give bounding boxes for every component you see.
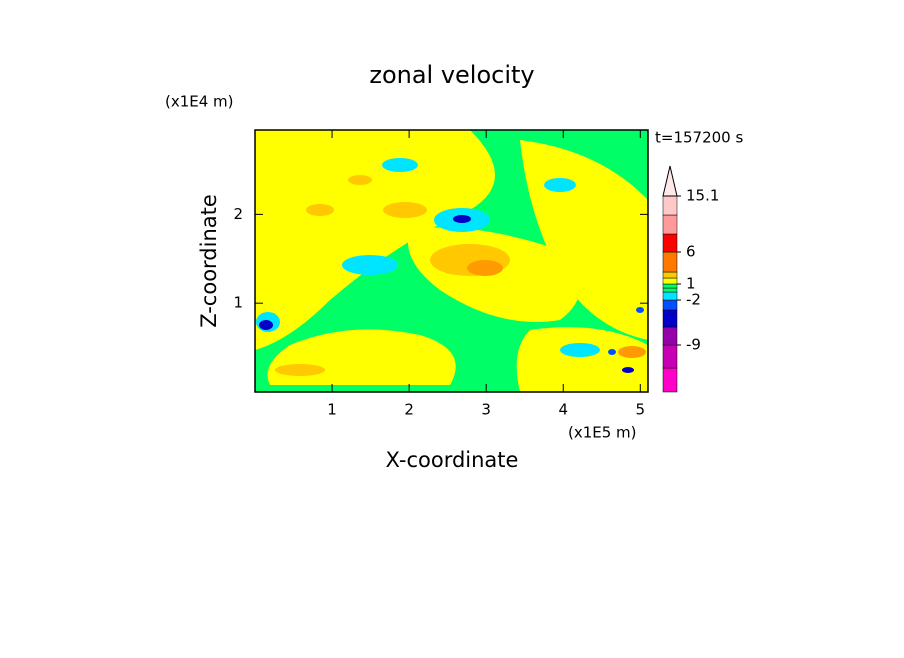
- colorbar-tick-label: 6: [686, 243, 696, 261]
- colorbar-band: [662, 251, 678, 273]
- colorbar-band: [662, 233, 678, 253]
- colorbar-band: [662, 277, 678, 285]
- colorbar-tick-label: -2: [686, 291, 701, 309]
- x-tick-label: 2: [404, 401, 414, 419]
- colorbar-band: [662, 291, 678, 301]
- colorbar-band: [662, 195, 678, 216]
- chart-title: zonal velocity: [369, 61, 534, 89]
- y-tick-label: 2: [233, 205, 243, 223]
- colorbar-band: [662, 271, 678, 279]
- y-tick-label: 1: [233, 294, 243, 312]
- colorbar-band: [662, 326, 678, 346]
- colorbar-band: [662, 367, 678, 393]
- y-axis-label: Z-coordinate: [197, 194, 221, 328]
- x-tick-label: 3: [481, 401, 491, 419]
- plot-frame: [254, 129, 649, 393]
- colorbar-band: [662, 344, 678, 369]
- colorbar-tick-label: 1: [686, 275, 696, 293]
- colorbar-band: [662, 287, 678, 293]
- contour-field: [255, 130, 648, 392]
- x-axis-label: X-coordinate: [386, 448, 519, 472]
- colorbar-band: [662, 283, 678, 289]
- x-tick-label: 4: [558, 401, 568, 419]
- y-unit: (x1E4 m): [165, 93, 234, 111]
- colorbar-tick-label: 15.1: [686, 187, 719, 205]
- colorbar-band: [662, 214, 678, 235]
- colorbar-extend: [662, 165, 678, 197]
- colorbar-tick-label: -9: [686, 336, 701, 354]
- colorbar-band: [662, 309, 678, 328]
- x-tick-label: 5: [636, 401, 646, 419]
- colorbar-band: [662, 299, 678, 311]
- x-tick-label: 1: [327, 401, 337, 419]
- x-unit: (x1E5 m): [568, 424, 637, 442]
- time-label: t=157200 s: [655, 129, 743, 147]
